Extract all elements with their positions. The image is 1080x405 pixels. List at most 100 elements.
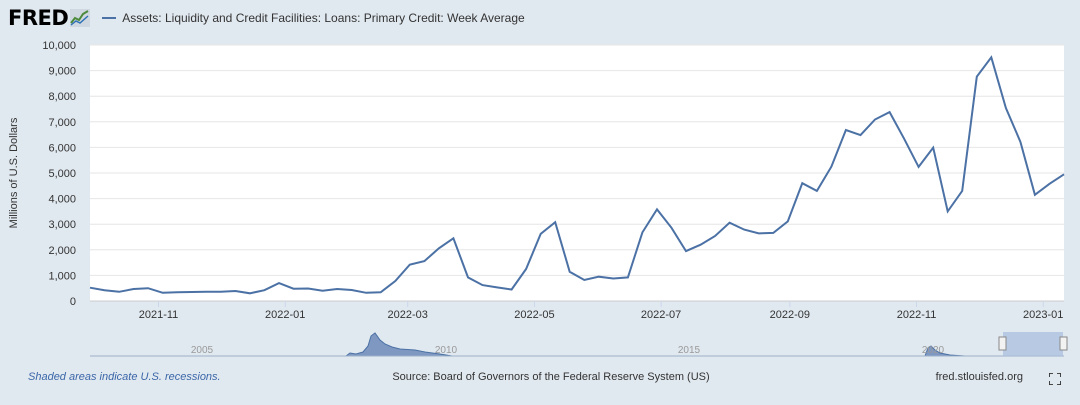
logo-text: FRED bbox=[8, 6, 69, 30]
range-navigator[interactable]: 2005 2010 2015 2020 bbox=[90, 332, 1068, 357]
data-point bbox=[378, 290, 383, 295]
data-point bbox=[480, 283, 485, 288]
navigator-handle-right[interactable] bbox=[1059, 336, 1068, 351]
legend-label: Assets: Liquidity and Credit Facilities:… bbox=[122, 11, 525, 25]
data-point bbox=[902, 136, 907, 141]
data-point bbox=[262, 288, 267, 293]
data-point bbox=[596, 274, 601, 279]
data-point bbox=[218, 289, 223, 294]
x-tick-label: 2022-05 bbox=[514, 309, 554, 321]
data-point bbox=[247, 291, 252, 296]
data-point bbox=[233, 289, 238, 294]
data-point bbox=[669, 225, 674, 230]
data-point bbox=[756, 231, 761, 236]
data-point bbox=[495, 285, 500, 290]
data-point bbox=[582, 278, 587, 283]
navigator-tick-label: 2010 bbox=[435, 345, 458, 356]
navigator-handle-left[interactable] bbox=[998, 336, 1007, 351]
data-point bbox=[1003, 106, 1008, 111]
data-point bbox=[974, 74, 979, 79]
chart-line-icon bbox=[70, 9, 91, 27]
x-tick-label: 2022-07 bbox=[641, 309, 681, 321]
series-points bbox=[88, 55, 1067, 296]
x-tick-label: 2022-11 bbox=[897, 309, 937, 321]
series-line bbox=[89, 55, 1065, 295]
x-tick-label: 2023-01 bbox=[1023, 309, 1063, 321]
data-point bbox=[204, 289, 209, 294]
data-point bbox=[175, 290, 180, 295]
data-point bbox=[306, 286, 311, 291]
data-point bbox=[843, 128, 848, 133]
data-point bbox=[727, 220, 732, 225]
data-point bbox=[436, 246, 441, 251]
navigator-series bbox=[344, 332, 453, 357]
data-point bbox=[524, 267, 529, 272]
data-point bbox=[916, 164, 921, 169]
data-point bbox=[625, 275, 630, 280]
data-point bbox=[945, 209, 950, 214]
data-point bbox=[131, 287, 136, 292]
data-point bbox=[189, 290, 194, 295]
gridlines bbox=[90, 44, 1064, 302]
data-point bbox=[335, 287, 340, 292]
y-tick-label: 10,000 bbox=[42, 40, 76, 52]
data-point bbox=[611, 276, 616, 281]
data-point bbox=[364, 290, 369, 295]
data-point bbox=[931, 145, 936, 150]
data-point bbox=[451, 236, 456, 241]
data-point bbox=[640, 230, 645, 235]
x-tick-label: 2022-09 bbox=[770, 309, 810, 321]
navigator-tick-label: 2020 bbox=[922, 345, 945, 356]
site-link[interactable]: fred.stlouisfed.org bbox=[935, 371, 1023, 383]
legend-swatch bbox=[102, 17, 117, 19]
data-point bbox=[1047, 181, 1052, 186]
y-tick-label: 4,000 bbox=[48, 194, 76, 206]
navigator-tick-label: 2005 bbox=[191, 345, 214, 356]
y-tick-label: 8,000 bbox=[48, 91, 76, 103]
legend: Assets: Liquidity and Credit Facilities:… bbox=[102, 11, 525, 25]
data-point bbox=[713, 234, 718, 239]
data-point bbox=[160, 290, 165, 295]
data-point bbox=[146, 286, 151, 291]
data-point bbox=[407, 262, 412, 267]
x-tick-label: 2021-11 bbox=[139, 309, 179, 321]
data-point bbox=[349, 288, 354, 293]
x-tick-label: 2022-03 bbox=[388, 309, 428, 321]
fred-logo[interactable]: FRED bbox=[8, 6, 91, 30]
data-point bbox=[989, 55, 994, 60]
recession-note[interactable]: Shaded areas indicate U.S. recessions. bbox=[28, 371, 221, 383]
y-tick-label: 9,000 bbox=[48, 66, 76, 78]
navigator-labels: 2005 2010 2015 2020 bbox=[191, 345, 945, 356]
y-tick-label: 7,000 bbox=[48, 117, 76, 129]
data-point bbox=[553, 220, 558, 225]
y-tick-label: 2,000 bbox=[48, 245, 76, 257]
data-point bbox=[960, 188, 965, 193]
data-point bbox=[858, 133, 863, 138]
data-point bbox=[509, 287, 514, 292]
y-tick-label: 5,000 bbox=[48, 168, 76, 180]
navigator-selection[interactable] bbox=[1003, 332, 1063, 356]
data-point bbox=[102, 288, 107, 293]
data-point bbox=[742, 227, 747, 232]
y-axis-ticks: 0 1,000 2,000 3,000 4,000 5,000 6,000 7,000 8,00… bbox=[42, 40, 76, 308]
data-point bbox=[88, 285, 93, 290]
data-point bbox=[422, 259, 427, 264]
data-point bbox=[291, 286, 296, 291]
navigator-tick-label: 2015 bbox=[678, 345, 701, 356]
data-point bbox=[466, 275, 471, 280]
data-point bbox=[117, 289, 122, 294]
chart-svg: 0 1,000 2,000 3,000 4,000 5,000 6,000 7,000 8,00… bbox=[42, 40, 1068, 357]
data-point bbox=[277, 281, 282, 286]
data-point bbox=[655, 207, 660, 212]
data-point bbox=[829, 164, 834, 169]
expand-icon[interactable] bbox=[1049, 373, 1061, 385]
data-point bbox=[873, 117, 878, 122]
data-point bbox=[393, 279, 398, 284]
data-point bbox=[538, 231, 543, 236]
data-point bbox=[567, 269, 572, 274]
data-point bbox=[1032, 192, 1037, 197]
data-point bbox=[800, 181, 805, 186]
source-note: Source: Board of Governors of the Federa… bbox=[392, 371, 710, 383]
data-point bbox=[320, 288, 325, 293]
data-point bbox=[698, 242, 703, 247]
